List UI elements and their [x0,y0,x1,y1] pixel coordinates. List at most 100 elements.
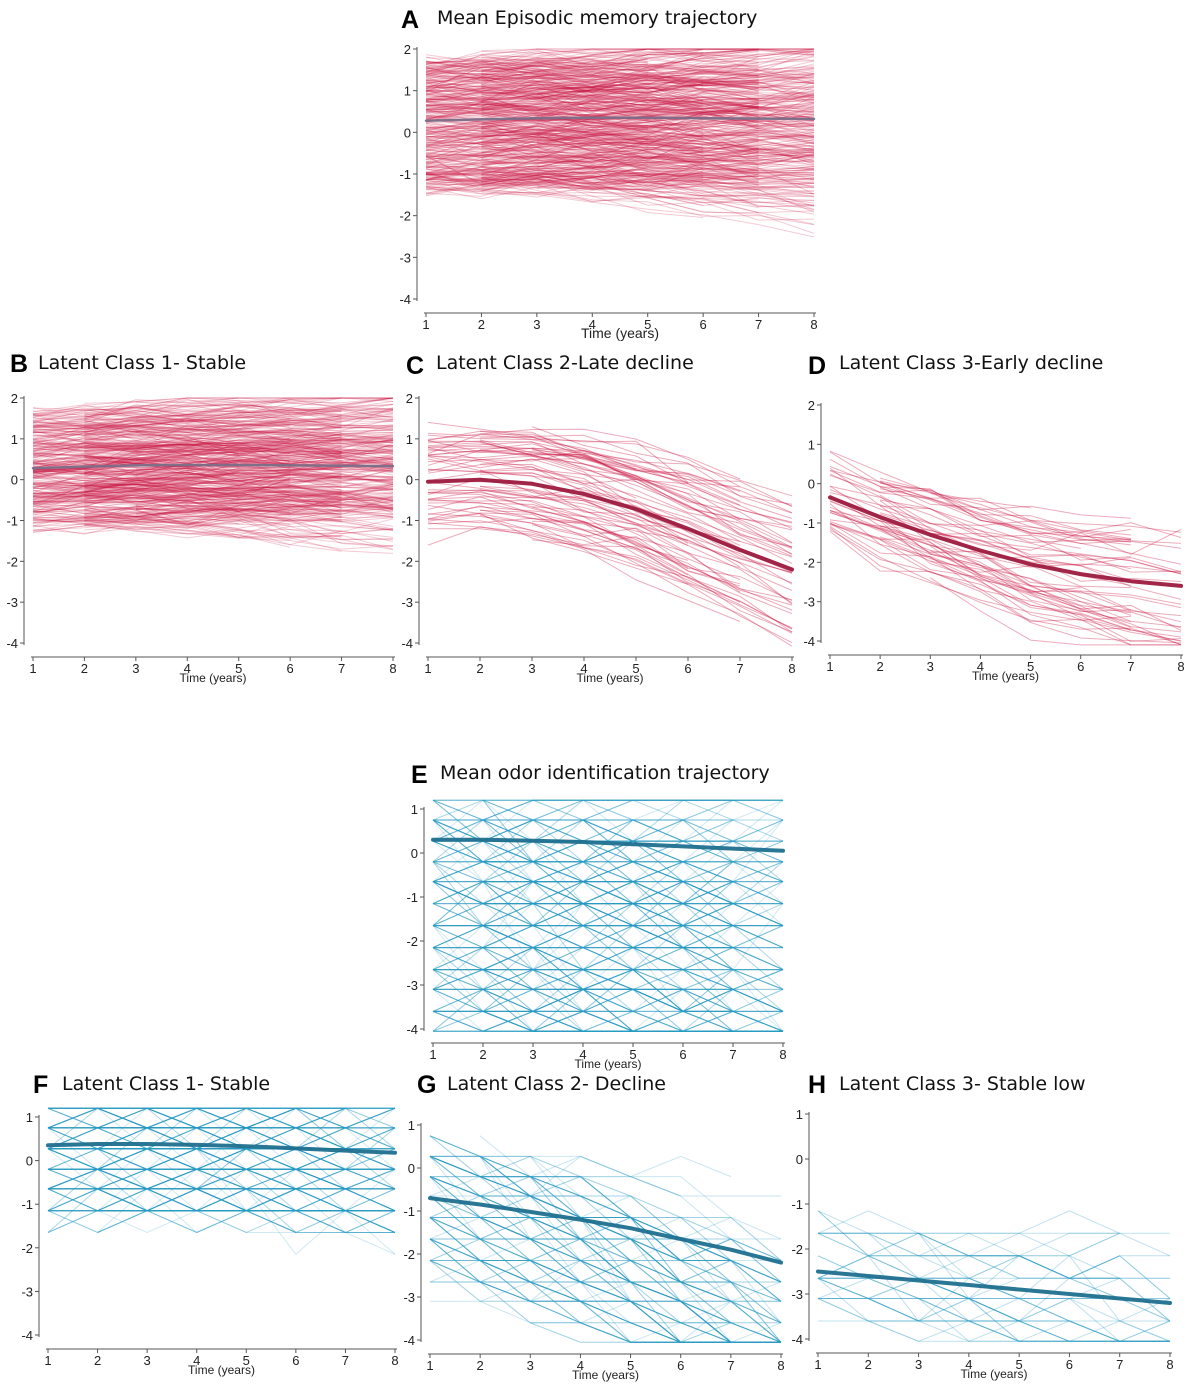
trajectory-line [425,82,759,141]
trajectory-line [432,881,733,949]
trajectory-line [430,1155,782,1283]
trajectory-line [425,133,704,150]
trajectory-line [84,489,239,497]
trajectory-line [84,519,342,529]
trajectory-line [429,1238,731,1343]
trajectory-line [47,1107,346,1129]
trajectory-line [829,524,1182,638]
trajectory-line [880,499,1081,549]
trajectory-line [930,560,1081,593]
trajectory-line [84,487,394,517]
trajectory-line [433,969,684,1012]
trajectory-line [47,1188,395,1212]
trajectory-line [432,861,633,905]
trajectory-line [432,861,783,905]
trajectory-line [433,947,784,990]
trajectory-line [479,449,793,555]
trajectory-line [433,861,683,883]
trajectory-line [425,50,815,82]
trajectory-line [430,1155,782,1283]
trajectory-line [147,1107,396,1150]
trajectory-line [425,114,759,155]
x-tick-label: 3 [144,1353,151,1368]
trajectory-line [483,925,784,990]
trajectory-line [425,90,815,111]
trajectory-line [32,415,394,431]
trajectory-line [135,460,394,483]
trajectory-line [425,186,759,204]
trajectory-line [429,1135,782,1324]
trajectory-line [482,1010,783,1032]
y-tick-label: -4 [803,634,815,649]
trajectory-line [32,450,394,466]
trajectory-line [429,1238,681,1302]
trajectory-line [32,486,342,513]
individual-trajectories [432,799,784,1032]
trajectory-line [425,57,815,74]
trajectory-line [32,439,394,457]
panel-letter: D [808,352,827,380]
trajectory-line [32,447,239,464]
trajectory-line [84,426,342,441]
trajectory-line [429,1238,781,1343]
trajectory-line [425,67,815,82]
trajectory-line [425,171,815,183]
trajectory-line [433,881,784,927]
trajectory-line [48,1107,396,1129]
trajectory-line [32,461,394,478]
trajectory-line [84,502,239,511]
trajectory-line [829,485,1182,629]
trajectory-line [425,161,815,187]
mean-trajectory-line [46,1142,397,1155]
trajectory-line [432,881,783,949]
trajectory-line [32,444,394,477]
trajectory-line [147,1188,395,1212]
x-axis-title: Time (years) [577,671,644,685]
trajectory-line [425,141,815,180]
trajectory-line [425,168,815,197]
trajectory-line [425,175,815,196]
trajectory-line [481,142,815,161]
trajectory-line [32,414,394,424]
trajectory-line [432,861,783,905]
trajectory-line [426,101,759,113]
trajectory-line [97,1168,297,1212]
trajectory-line [84,432,394,457]
x-tick-label: 4 [580,661,587,676]
trajectory-line [97,1168,395,1212]
trajectory-line [482,819,633,842]
trajectory-line [84,397,393,407]
trajectory-line [829,509,1182,617]
trajectory-line [425,70,815,102]
x-tick-label: 8 [777,1358,784,1373]
trajectory-line [425,80,815,127]
trajectory-line [427,440,741,492]
trajectory-line [32,420,394,428]
trajectory-line [429,1260,781,1343]
x-tick-label: 8 [779,1047,786,1062]
trajectory-line [481,48,759,58]
trajectory-line [84,457,394,475]
trajectory-line [97,1127,395,1190]
trajectory-line [429,1195,782,1343]
trajectory-line [84,515,342,537]
trajectory-line [482,881,784,927]
trajectory-line [425,99,759,121]
x-tick-label: 4 [589,317,596,332]
trajectory-line [425,165,815,191]
trajectory-line [427,499,793,574]
trajectory-line [481,167,815,195]
trajectory-line [425,100,759,116]
trajectory-line [930,577,1181,646]
trajectory-line [135,410,394,422]
trajectory-line [429,1217,732,1324]
trajectory-line [829,485,1131,561]
trajectory-line [425,93,815,113]
trajectory-line [432,840,683,863]
trajectory-line [97,1188,396,1233]
trajectory-line [483,969,783,1012]
trajectory-line [47,1168,396,1255]
trajectory-line [482,969,784,1012]
trajectory-line [425,82,704,92]
trajectory-line [32,431,394,440]
